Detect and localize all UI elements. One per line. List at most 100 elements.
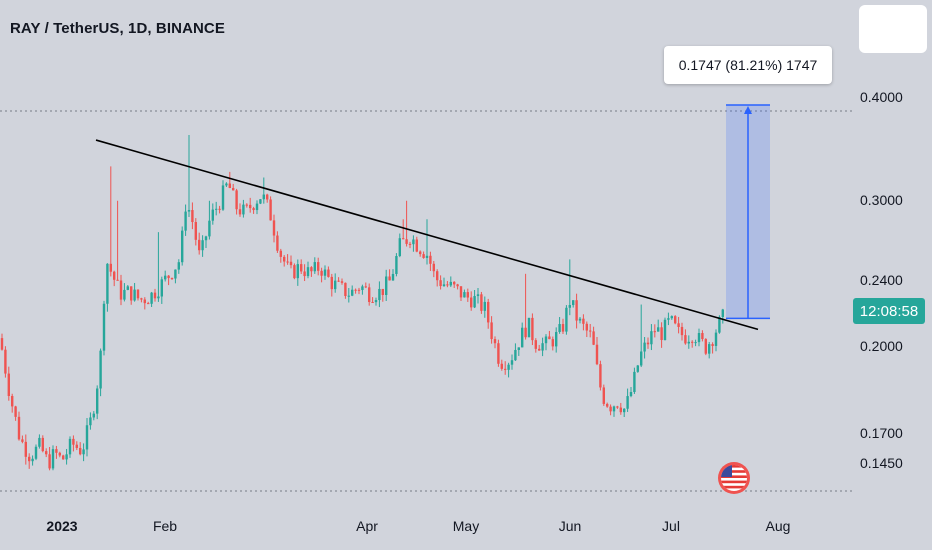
- candle-body: [119, 280, 123, 300]
- candle-body: [14, 406, 17, 417]
- candle-body: [45, 451, 48, 455]
- candle-body: [187, 210, 191, 212]
- candle-body: [337, 280, 340, 282]
- candle-body: [480, 294, 483, 311]
- candle-body: [408, 243, 412, 245]
- price-range-measure[interactable]: [726, 104, 770, 320]
- candle-body: [41, 437, 44, 452]
- candle-body: [82, 449, 85, 455]
- y-tick-label: 0.4000: [860, 89, 903, 105]
- candle-body: [446, 284, 449, 286]
- candle-body: [330, 276, 333, 290]
- candle-body: [619, 407, 622, 413]
- candle-body: [453, 281, 456, 285]
- measure-tooltip: 0.1747 (81.21%) 1747: [664, 46, 832, 84]
- candle-body: [259, 199, 262, 204]
- candle-body: [4, 349, 7, 374]
- y-tick-label: 0.1700: [860, 425, 903, 441]
- candle-body: [126, 286, 129, 290]
- x-tick-label: Jun: [558, 518, 582, 534]
- candle-body: [7, 373, 10, 397]
- symbol-title: RAY / TetherUS, 1D, BINANCE: [10, 20, 225, 37]
- candle-body: [72, 438, 75, 445]
- candle-body: [653, 331, 656, 333]
- candle-body: [351, 289, 354, 296]
- candle-body: [303, 271, 306, 277]
- candle-body: [412, 239, 415, 245]
- candle-body: [697, 333, 701, 343]
- candle-body: [347, 295, 350, 297]
- candle-body: [24, 441, 27, 457]
- candle-body: [548, 336, 551, 340]
- candle-body: [476, 294, 480, 297]
- candlestick-series: [0, 135, 724, 471]
- candle-body: [667, 318, 670, 320]
- candle-body: [714, 332, 718, 346]
- x-tick-label: Feb: [152, 518, 178, 534]
- candle-body: [514, 349, 517, 361]
- candle-body: [79, 447, 82, 455]
- candle-body: [208, 220, 211, 237]
- candle-body: [354, 289, 357, 291]
- candle-body: [92, 413, 95, 418]
- candle-body: [708, 344, 711, 354]
- candle-body: [459, 286, 463, 298]
- candle-body: [286, 261, 289, 263]
- candle-body: [55, 449, 58, 453]
- candle-body: [293, 265, 296, 279]
- candle-body: [684, 335, 687, 344]
- candle-body: [300, 264, 303, 272]
- candle-body: [296, 264, 299, 279]
- candle-body: [272, 220, 276, 236]
- us-flag-event-icon[interactable]: [717, 461, 751, 495]
- candle-body: [201, 240, 204, 251]
- candle-body: [657, 327, 660, 332]
- candle-body: [99, 350, 102, 389]
- candle-body: [184, 211, 187, 231]
- candle-body: [249, 204, 252, 209]
- y-tick-label: 0.1450: [860, 455, 903, 471]
- candle-body: [228, 183, 231, 188]
- candle-body: [75, 444, 78, 448]
- candle-body: [670, 316, 673, 319]
- candle-body: [609, 406, 612, 412]
- candle-body: [147, 303, 150, 305]
- candle-body: [504, 368, 507, 370]
- candle-body: [306, 267, 310, 277]
- candle-body: [463, 292, 466, 298]
- candle-body: [279, 250, 282, 257]
- trend-line[interactable]: [95, 139, 759, 331]
- candle-body: [561, 324, 565, 332]
- candle-body: [164, 275, 167, 280]
- candle-body: [310, 267, 313, 272]
- candle-body: [215, 208, 218, 210]
- candle-body: [694, 342, 697, 344]
- candle-body: [378, 288, 381, 301]
- candle-body: [340, 281, 344, 283]
- candle-body: [483, 301, 486, 311]
- candle-body: [456, 284, 459, 287]
- candle-body: [677, 323, 680, 327]
- candle-body: [691, 341, 694, 343]
- candle-body: [381, 288, 384, 295]
- candle-body: [439, 280, 442, 287]
- x-tick-label: Apr: [356, 518, 378, 534]
- candle-body: [242, 204, 245, 215]
- candle-body: [102, 303, 106, 351]
- candle-body: [398, 238, 401, 257]
- candle-body: [524, 327, 527, 338]
- candle-body: [368, 287, 371, 302]
- candle-body: [334, 280, 337, 290]
- candle-body: [470, 297, 473, 308]
- corner-widget[interactable]: [859, 5, 927, 53]
- candle-body: [650, 331, 653, 345]
- candle-body: [364, 286, 367, 288]
- candle-body: [718, 316, 721, 333]
- candle-body: [527, 317, 531, 338]
- candle-body: [252, 208, 255, 211]
- candle-body: [425, 255, 429, 258]
- candle-body: [58, 452, 61, 456]
- candle-body: [344, 282, 347, 296]
- candle-body: [721, 309, 724, 317]
